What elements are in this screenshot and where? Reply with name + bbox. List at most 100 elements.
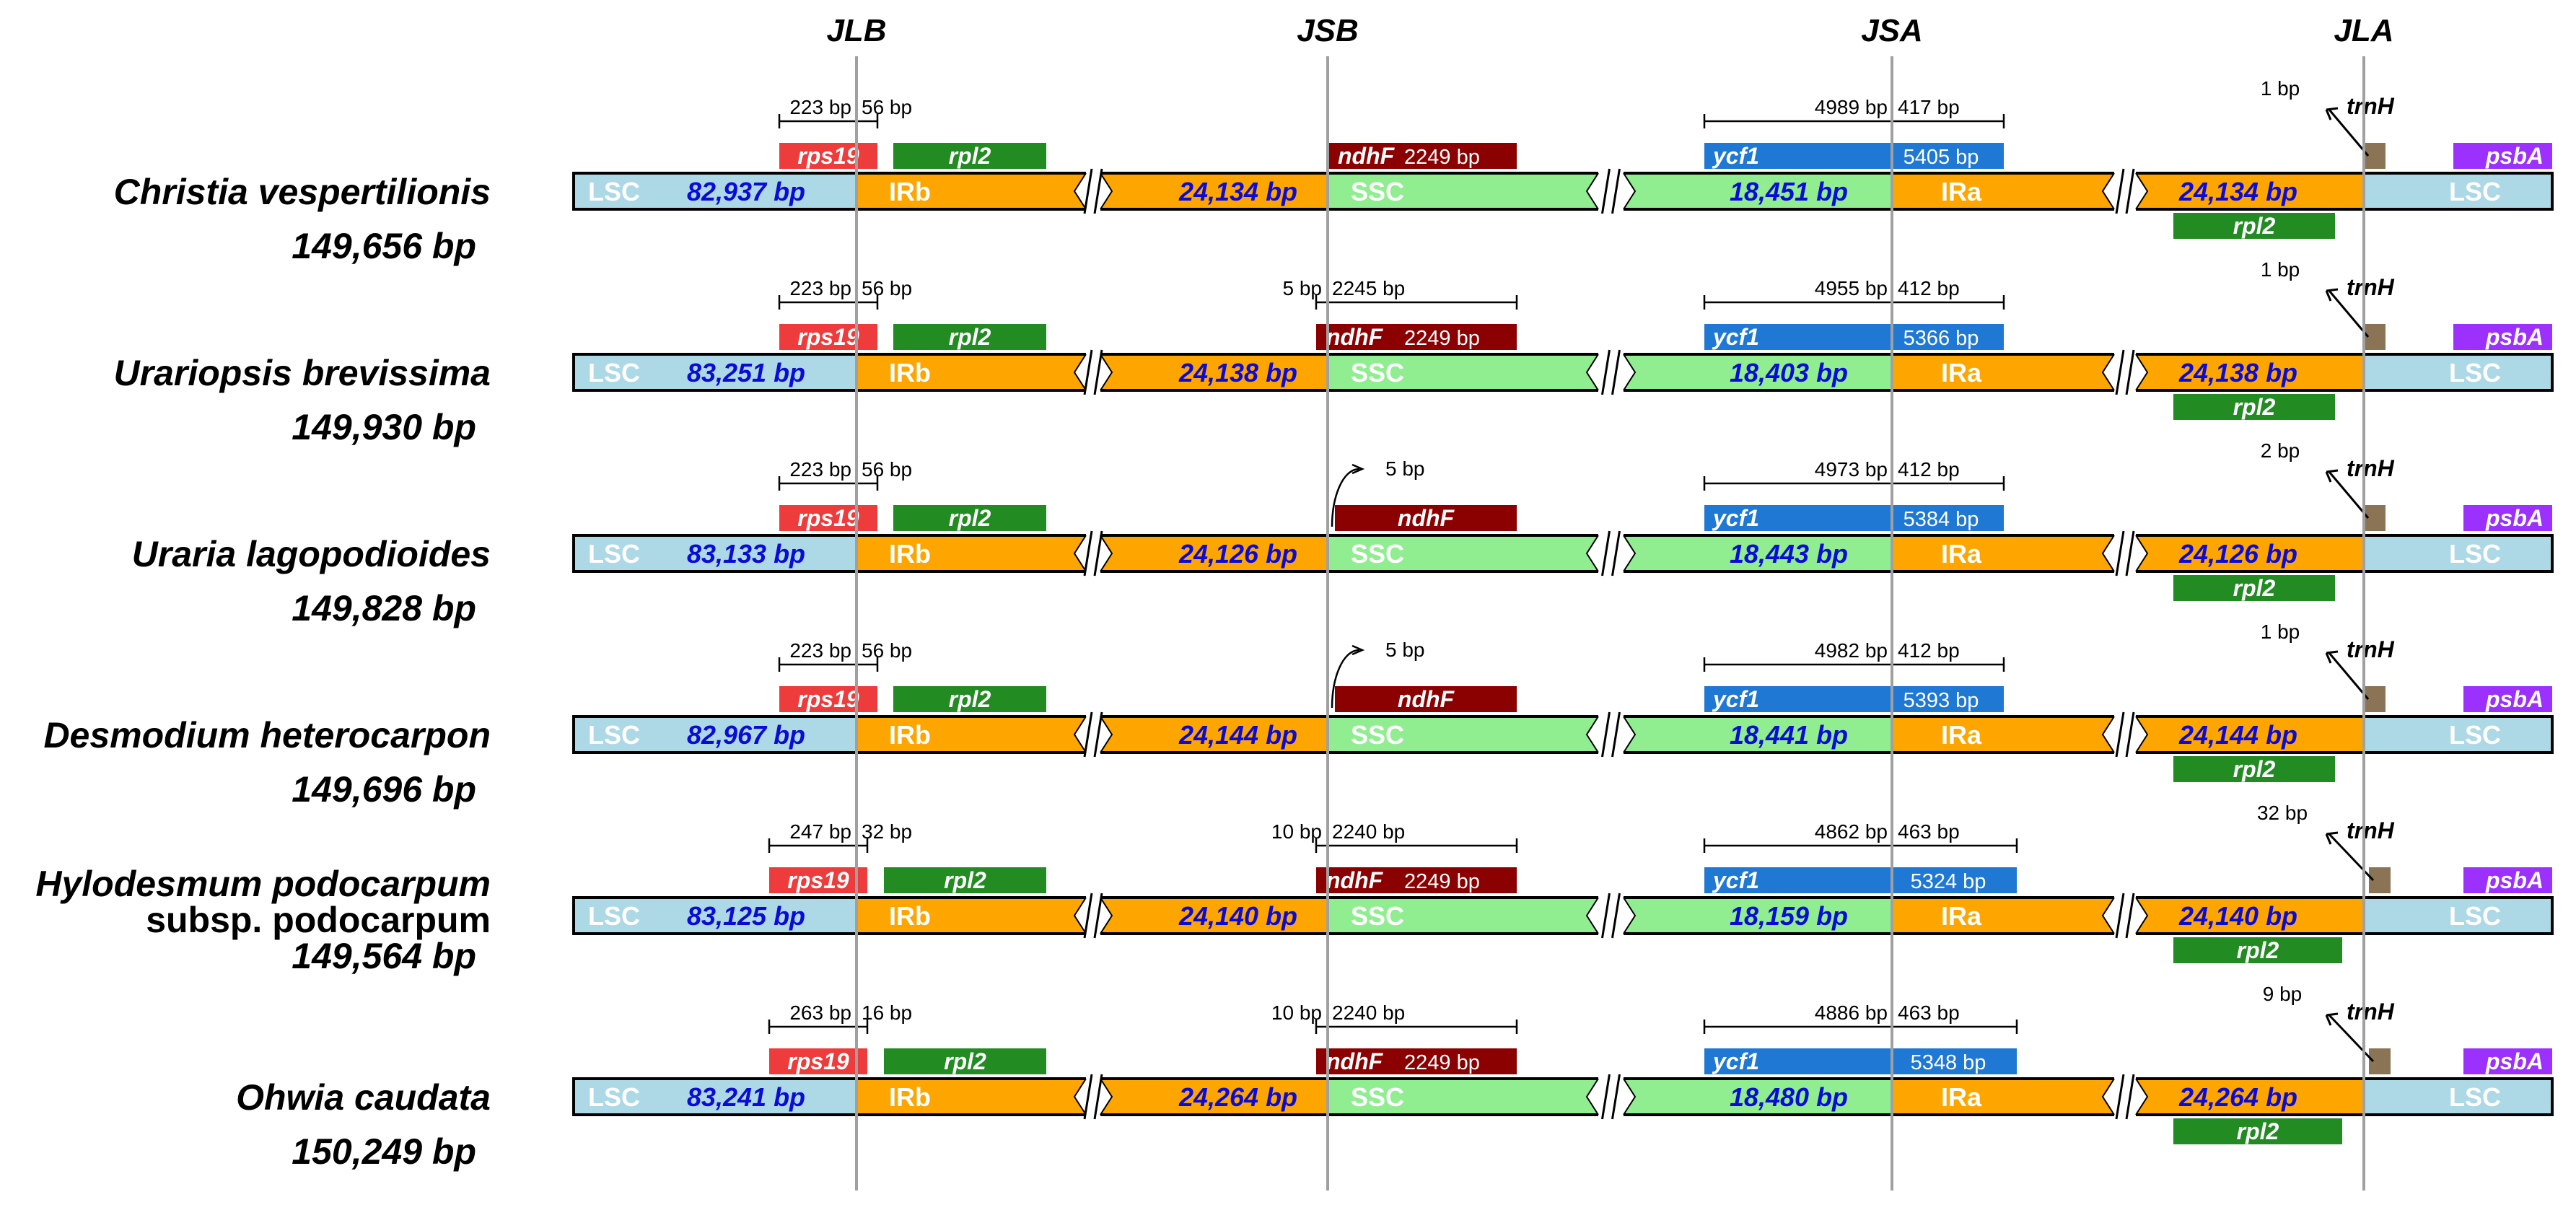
break-slash xyxy=(1611,168,1621,214)
gene-rpl2-ira-label: rpl2 xyxy=(2233,394,2276,420)
break-slash xyxy=(1601,711,1611,758)
species-row: Uraria lagopodioides 149,828 bp LSC IRb SSC I… xyxy=(132,439,2554,628)
gene-ycf1 xyxy=(1704,143,2004,169)
gene-ndhf-length: 2249 bp xyxy=(1404,1051,1480,1074)
region-ssc2 xyxy=(1624,1079,1892,1115)
region-ssc2 xyxy=(1624,716,1892,753)
species-name: Ohwia caudata xyxy=(236,1077,491,1118)
break-edge-right xyxy=(1100,354,1113,391)
region-lsc1 xyxy=(574,354,857,390)
species-row: Christia vespertilionis 149,656 bp LSC IRb S… xyxy=(114,77,2554,266)
trnh-arrowhead xyxy=(2325,1012,2339,1026)
region-label-ssc: SSC xyxy=(1351,358,1404,387)
gene-psba-label: psbA xyxy=(2485,867,2544,893)
gene-rpl2-ira xyxy=(2173,213,2335,239)
region-irb xyxy=(857,1079,1086,1115)
region-lsc2 xyxy=(2364,898,2552,934)
trnh-arrowhead xyxy=(2325,469,2339,483)
dist-ycf1-right: 412 bp xyxy=(1898,458,1960,481)
region-size-ssc: 18,451 bp xyxy=(1730,177,1848,206)
dist-ycf1-left: 4862 bp xyxy=(1815,820,1888,843)
break-edge-right xyxy=(2135,535,2149,572)
gene-ycf1 xyxy=(1704,1048,2017,1074)
gene-trnh-label: trnH xyxy=(2347,455,2395,481)
gene-trnh-label: trnH xyxy=(2347,274,2395,300)
break-wedge-right xyxy=(1100,354,1112,390)
trnh-arrow xyxy=(2328,833,2375,882)
break-slash xyxy=(2125,168,2135,214)
region-lsc1 xyxy=(574,173,857,209)
break-edge-right xyxy=(1623,535,1637,572)
break-gap-ssc xyxy=(1598,171,1624,211)
break-edge-right xyxy=(1100,172,1113,210)
ndhf-gap-arrowhead xyxy=(1351,644,1365,656)
junction-header: JLB JSB JSA JLA xyxy=(826,13,2393,48)
region-size-irb: 24,264 bp xyxy=(1178,1082,1297,1112)
region-size-irb: 24,138 bp xyxy=(1178,358,1297,387)
break-wedge-left xyxy=(1074,173,1086,209)
genome-size: 149,564 bp xyxy=(292,936,476,976)
region-label-irb: IRb xyxy=(889,177,931,206)
dist-ndhf-right: 2240 bp xyxy=(1332,1001,1405,1024)
region-ssc2 xyxy=(1624,354,1892,390)
region-irb xyxy=(857,716,1086,753)
gene-rpl2-irb-label: rpl2 xyxy=(949,686,991,712)
trnh-arrow xyxy=(2328,652,2370,700)
gene-psba-label: psbA xyxy=(2485,505,2544,531)
dist-ndhf-gap: 5 bp xyxy=(1385,457,1425,480)
dist-trnh: 32 bp xyxy=(2257,802,2308,824)
gene-ndhf-length: 2249 bp xyxy=(1404,146,1480,169)
break-slash xyxy=(2115,893,2125,939)
gene-ndhf xyxy=(1316,324,1517,350)
break-slash xyxy=(2115,349,2125,395)
junction-label-jlb: JLB xyxy=(826,13,886,48)
region-label-ira: IRa xyxy=(1941,1082,1982,1112)
gene-rpl2-ira xyxy=(2173,756,2335,782)
gene-rpl2-irb xyxy=(893,324,1046,350)
region-ira2 xyxy=(2136,898,2364,934)
region-label-lsc: LSC xyxy=(2449,901,2501,931)
region-size-lsc: 83,251 bp xyxy=(687,358,805,387)
gene-ycf1 xyxy=(1704,505,2004,531)
break-wedge-left xyxy=(1587,535,1598,571)
species-name: Christia vespertilionis xyxy=(114,172,491,212)
region-size-lsc: 82,937 bp xyxy=(687,177,805,206)
region-size-ssc: 18,443 bp xyxy=(1730,539,1848,569)
gene-rps19 xyxy=(779,143,877,169)
species-rows: Christia vespertilionis 149,656 bp LSC IRb S… xyxy=(35,77,2554,1172)
gene-trnh-label: trnH xyxy=(2347,636,2395,662)
break-wedge-right xyxy=(1624,1079,1635,1115)
break-edge-right xyxy=(1623,716,1637,753)
ndhf-gap-arrowhead xyxy=(1351,463,1365,475)
break-wedge-right xyxy=(1624,898,1635,934)
gene-ndhf-label: ndhF xyxy=(1326,867,1384,893)
break-wedge-right xyxy=(2136,354,2147,390)
gene-ycf1-label: ycf1 xyxy=(1712,143,1759,169)
break-wedge-right xyxy=(1624,716,1635,753)
gene-rpl2-irb-label: rpl2 xyxy=(949,143,991,169)
break-edge-left xyxy=(1585,172,1599,210)
region-label-ssc: SSC xyxy=(1351,901,1404,931)
junction-label-jsb: JSB xyxy=(1297,13,1359,48)
gene-rpl2-ira-label: rpl2 xyxy=(2233,756,2276,782)
break-slash xyxy=(1601,1074,1611,1120)
gene-rps19-label: rps19 xyxy=(797,143,859,169)
genome-bar-outline xyxy=(572,896,2554,935)
gene-ycf1-length: 5348 bp xyxy=(1911,1051,1986,1074)
gene-ycf1-label: ycf1 xyxy=(1712,324,1759,350)
gene-rpl2-ira xyxy=(2173,937,2342,963)
dist-rps19-left: 223 bp xyxy=(789,277,851,299)
region-size-ssc: 18,159 bp xyxy=(1730,901,1848,931)
break-wedge-left xyxy=(2103,1079,2114,1115)
gene-rps19-label: rps19 xyxy=(787,867,849,893)
gene-rpl2-irb xyxy=(884,867,1046,893)
gene-rpl2-ira xyxy=(2173,1118,2342,1144)
trnh-arrowhead xyxy=(2325,107,2339,120)
region-label-lsc: LSC xyxy=(588,901,640,931)
dist-rps19-left: 223 bp xyxy=(789,96,851,118)
dist-ndhf-gap: 5 bp xyxy=(1385,639,1425,661)
region-irb2 xyxy=(1100,1079,1328,1115)
gene-rps19 xyxy=(769,1048,867,1074)
break-edge-right xyxy=(1623,1078,1637,1115)
